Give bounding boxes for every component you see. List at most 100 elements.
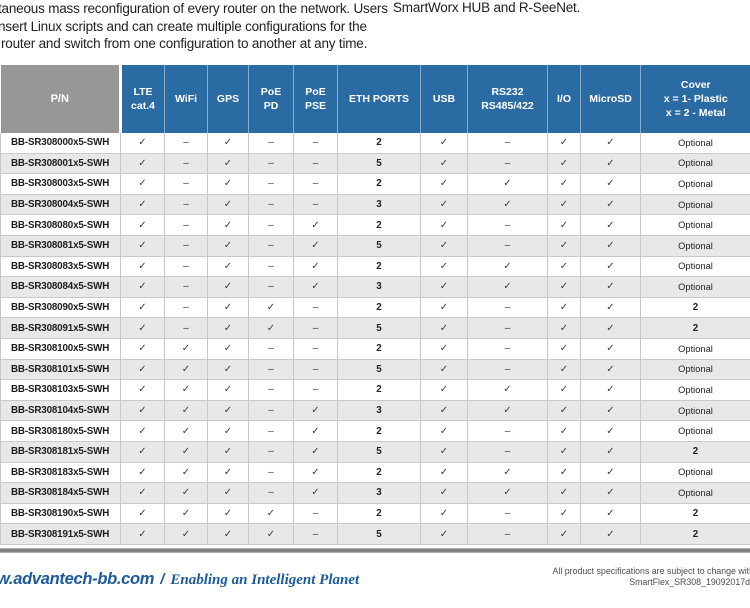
- usb-cell: ✓: [420, 214, 468, 236]
- intro-paragraph-right: SmartWorx HUB and R-SeeNet.: [393, 0, 581, 15]
- rs232-cell: –: [467, 420, 548, 442]
- col-header-poe-pd: PoE PD: [248, 65, 294, 133]
- io-cell: ✓: [547, 133, 581, 154]
- part-number-cell: BB-SR308183x5-SWH: [0, 462, 121, 484]
- eth-ports-cell: 3: [337, 276, 421, 298]
- poe-pd-cell: –: [248, 441, 294, 463]
- gps-cell: ✓: [207, 503, 249, 525]
- part-number-cell: BB-SR308104x5-SWH: [0, 400, 121, 422]
- eth-ports-cell: 5: [337, 523, 421, 545]
- gps-cell: ✓: [207, 297, 249, 319]
- rs232-cell: ✓: [467, 482, 548, 504]
- lte-cell: ✓: [120, 503, 165, 525]
- lte-cell: ✓: [120, 523, 165, 545]
- usb-cell: ✓: [420, 194, 468, 216]
- poe-pse-cell: ✓: [293, 214, 338, 236]
- eth-ports-cell: 2: [337, 338, 421, 360]
- gps-cell: ✓: [207, 317, 249, 339]
- poe-pse-cell: –: [293, 317, 338, 339]
- wifi-cell: ✓: [164, 338, 208, 360]
- eth-ports-cell: 2: [337, 173, 421, 195]
- wifi-cell: ✓: [164, 379, 208, 401]
- io-cell: ✓: [547, 194, 581, 216]
- microsd-cell: ✓: [580, 194, 641, 216]
- cover-cell: Optional: [640, 235, 750, 257]
- poe-pd-cell: ✓: [248, 523, 294, 545]
- rs232-cell: ✓: [467, 256, 548, 278]
- table-row: BB-SR308104x5-SWH ✓ ✓ ✓ – ✓ 3 ✓ ✓ ✓ ✓ Optional: [0, 400, 750, 422]
- eth-ports-cell: 2: [337, 462, 421, 484]
- eth-ports-cell: 5: [337, 153, 421, 175]
- lte-cell: ✓: [120, 400, 165, 422]
- io-cell: ✓: [547, 153, 581, 175]
- table-header-row: P/N LTE cat.4 WiFi GPS PoE PD PoE PSE ET…: [0, 65, 750, 133]
- cover-cell: Optional: [640, 173, 750, 195]
- gps-cell: ✓: [207, 420, 249, 442]
- part-number-cell: BB-SR308004x5-SWH: [0, 194, 121, 216]
- lte-cell: ✓: [120, 153, 165, 175]
- footer-note: All product specifications are subject t…: [553, 566, 750, 588]
- cover-cell: 2: [640, 503, 750, 525]
- part-number-cell: BB-SR308083x5-SWH: [0, 256, 121, 278]
- lte-cell: ✓: [120, 194, 165, 216]
- poe-pse-cell: –: [293, 297, 338, 319]
- rs232-cell: –: [467, 441, 548, 463]
- microsd-cell: ✓: [580, 359, 641, 381]
- usb-cell: ✓: [420, 276, 468, 298]
- io-cell: ✓: [547, 256, 581, 278]
- col-header-io: I/O: [547, 65, 581, 133]
- eth-ports-cell: 2: [337, 133, 421, 154]
- wifi-cell: –: [164, 235, 208, 257]
- io-cell: ✓: [547, 462, 581, 484]
- cover-cell: Optional: [640, 482, 750, 504]
- lte-cell: ✓: [120, 133, 165, 154]
- table-row: BB-SR308090x5-SWH ✓ – ✓ ✓ –2 ✓ – ✓ ✓ 2: [0, 297, 750, 319]
- poe-pd-cell: –: [248, 194, 294, 216]
- part-number-cell: BB-SR308001x5-SWH: [0, 153, 121, 175]
- part-number-cell: BB-SR308084x5-SWH: [0, 276, 121, 298]
- usb-cell: ✓: [420, 441, 468, 463]
- rs232-cell: ✓: [467, 173, 548, 195]
- col-header-poe-pse: PoE PSE: [293, 65, 338, 133]
- io-cell: ✓: [547, 400, 581, 422]
- table-row: BB-SR308101x5-SWH ✓ ✓ ✓ – –5 ✓ – ✓ ✓ Optional: [0, 359, 750, 381]
- lte-cell: ✓: [120, 235, 165, 257]
- io-cell: ✓: [547, 338, 581, 360]
- footer-note-line2: SmartFlex_SR308_19092017d: [629, 576, 750, 587]
- cover-cell: Optional: [640, 256, 750, 278]
- usb-cell: ✓: [420, 317, 468, 339]
- rs232-cell: –: [467, 523, 548, 545]
- lte-cell: ✓: [120, 214, 165, 236]
- rs232-cell: ✓: [467, 400, 548, 422]
- cover-cell: Optional: [640, 359, 750, 381]
- io-cell: ✓: [547, 214, 581, 236]
- rs232-cell: –: [467, 503, 548, 525]
- footer-website: w.advantech-bb.com: [0, 570, 155, 588]
- poe-pse-cell: –: [293, 503, 338, 525]
- poe-pse-cell: –: [293, 523, 338, 545]
- table-row: BB-SR308100x5-SWH ✓ ✓ ✓ – –2 ✓ – ✓ ✓ Optional: [0, 338, 750, 360]
- poe-pd-cell: –: [248, 379, 294, 401]
- usb-cell: ✓: [420, 256, 468, 278]
- table-row: BB-SR308081x5-SWH ✓ – ✓ – ✓ 5 ✓ – ✓ ✓ Optional: [0, 235, 750, 257]
- wifi-cell: –: [164, 297, 208, 319]
- cover-cell: Optional: [640, 133, 750, 154]
- wifi-cell: ✓: [164, 400, 208, 422]
- rs232-cell: –: [467, 235, 548, 257]
- lte-cell: ✓: [120, 338, 165, 360]
- part-number-cell: BB-SR308181x5-SWH: [0, 441, 121, 463]
- microsd-cell: ✓: [580, 503, 641, 525]
- usb-cell: ✓: [420, 462, 468, 484]
- rs232-cell: ✓: [467, 276, 548, 298]
- poe-pse-cell: ✓: [293, 441, 338, 463]
- table-row: BB-SR308083x5-SWH ✓ – ✓ – ✓ 2 ✓ ✓ ✓ ✓ Optional: [0, 256, 750, 278]
- microsd-cell: ✓: [580, 153, 641, 175]
- microsd-cell: ✓: [580, 235, 641, 257]
- gps-cell: ✓: [207, 153, 249, 175]
- col-header-gps: GPS: [207, 65, 249, 133]
- usb-cell: ✓: [420, 338, 468, 360]
- lte-cell: ✓: [120, 297, 165, 319]
- poe-pse-cell: –: [293, 133, 338, 154]
- poe-pse-cell: –: [293, 359, 338, 381]
- intro-line: router and switch from one configuration…: [1, 36, 368, 51]
